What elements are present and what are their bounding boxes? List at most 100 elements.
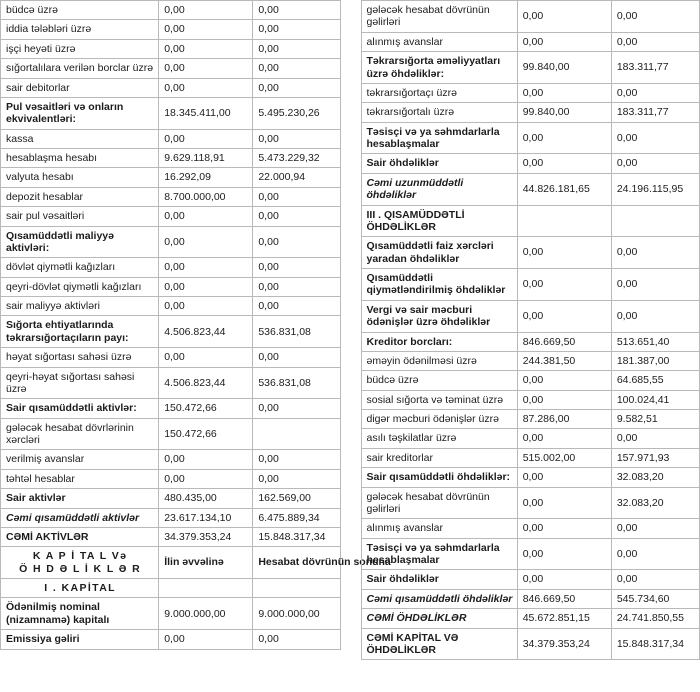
value-period-start: 44.826.181,65 [516, 172, 612, 206]
table-row: təhtəl hesablar 0,00 0,00 [0, 468, 341, 490]
table-row: Ödənilmiş nominal (nizamnamə) kapitalı 9.… [0, 597, 341, 631]
assets-table-wrapper: büdcə üzrə 0,00 0,00 iddia tələbləri üzrə 0,… [0, 0, 391, 692]
row-label: təhtəl hesablar [0, 468, 160, 490]
table-row: sosial sığorta və təminat üzrə 0,00 100.02… [360, 389, 700, 411]
value-period-start [158, 577, 254, 599]
table-row: Qısamüddətli qiymətləndirilmiş öhdəliklə… [360, 268, 700, 301]
value-period-start: 8.700.000,00 [158, 186, 254, 208]
row-label: Cəmi qısamüddətli aktivlər [0, 507, 160, 528]
value-period-end: 0,00 [252, 186, 341, 208]
value-period-end: 32.083,20 [610, 486, 700, 520]
table-row: alınmış avanslar 0,00 0,00 [360, 31, 700, 53]
value-period-start: 150.472,66 [158, 417, 254, 451]
value-period-start: 4.506.823,44 [158, 315, 254, 349]
value-period-end: 0,00 [610, 153, 700, 174]
value-period-end [610, 204, 700, 238]
value-period-end: 32.083,20 [610, 467, 700, 488]
value-period-end: 0,00 [610, 236, 700, 269]
table-row: asılı təşkilatlar üzrə 0,00 0,00 [360, 428, 700, 449]
value-period-end: 0,00 [610, 268, 700, 301]
row-label: gələcək hesabat dövrünün gəlirləri [360, 0, 518, 33]
value-period-end: 0,00 [252, 77, 341, 98]
value-period-end: 0,00 [610, 537, 700, 571]
value-period-end: 0,00 [610, 428, 700, 449]
value-period-start: 45.672.851,15 [516, 608, 612, 629]
value-period-start: 150.472,66 [158, 398, 254, 419]
table-row: kassa 0,00 0,00 [0, 128, 341, 150]
row-label: Pul vəsaitləri və onların ekvivalentləri… [0, 96, 160, 130]
row-label: həyat sığortası sahəsi üzrə [0, 347, 160, 368]
table-row: Təsisçi və ya səhmdarlarla hesablaşmalar… [360, 121, 700, 155]
value-period-start: 0,00 [158, 225, 254, 259]
assets-table: büdcə üzrə 0,00 0,00 iddia tələbləri üzrə 0,… [0, 0, 391, 650]
liabilities-table-body: gələcək hesabat dövrünün gəlirləri 0,00 0,… [360, 0, 700, 661]
value-period-start: 0,00 [158, 276, 254, 298]
value-period-start: 0,00 [158, 19, 254, 40]
value-period-start: 34.379.353,24 [158, 526, 254, 548]
value-period-start: 0,00 [516, 268, 612, 301]
table-row: CƏMİ ÖHDƏLİKLƏR 45.672.851,15 24.741.850,5… [360, 608, 700, 629]
row-label: işçi heyəti üzrə [0, 38, 160, 60]
row-label: büdcə üzrə [0, 0, 160, 21]
value-period-end: 0,00 [252, 225, 341, 259]
value-period-start: 0,00 [516, 236, 612, 269]
value-period-end: 64.685,55 [610, 370, 700, 391]
value-period-end: 0,00 [610, 569, 700, 590]
table-row: Qısamüddətli faiz xərcləri yaradan öhdəl… [360, 236, 700, 269]
value-period-start: 846.669,50 [516, 588, 612, 610]
value-period-end: 0,00 [252, 257, 341, 278]
value-period-start: 0,00 [516, 467, 612, 488]
value-period-end: 24.196.115,95 [610, 172, 700, 206]
row-label: CƏMİ KAPİTAL VƏ ÖHDƏLİKLƏR [360, 627, 518, 661]
row-label: Sair öhdəliklər [360, 569, 518, 590]
value-period-start: 0,00 [516, 121, 612, 155]
row-label: kassa [0, 128, 160, 150]
value-period-start: 0,00 [516, 537, 612, 571]
value-period-end: 0,00 [610, 121, 700, 155]
value-period-start: 18.345.411,00 [158, 96, 254, 130]
table-row: I . KAPİTAL [0, 577, 341, 599]
table-row: sair pul vəsaitləri 0,00 0,00 [0, 206, 341, 227]
table-row: iddia tələbləri üzrə 0,00 0,00 [0, 19, 341, 40]
row-label: büdcə üzrə [360, 370, 518, 391]
row-label: Sair aktivlər [0, 488, 160, 509]
table-row: gələcək hesabat dövrünün gəlirləri 0,00 0,… [360, 0, 700, 33]
value-period-end: 22.000,94 [252, 167, 341, 188]
table-row: sair maliyyə aktivləri 0,00 0,00 [0, 295, 341, 317]
liabilities-table-wrapper: gələcək hesabat dövrünün gəlirləri 0,00 0,… [360, 0, 700, 692]
table-row: Təkrarsığorta əməliyyatları üzrə öhdəlik… [360, 51, 700, 84]
table-row: təkrarsığortaçı üzrə 0,00 0,00 [360, 82, 700, 104]
value-period-start: 16.292,09 [158, 167, 254, 188]
table-row: Cəmi qısamüddətli öhdəliklər 846.669,50 54… [360, 588, 700, 610]
value-period-end: 0,00 [610, 82, 700, 104]
row-label: təkrarsığortalı üzrə [360, 102, 518, 123]
value-period-end: 0,00 [252, 347, 341, 368]
row-label: Qısamüddətli qiymətləndirilmiş öhdəliklə… [360, 268, 518, 301]
value-period-start: 0,00 [158, 206, 254, 227]
row-label: Sair qısamüddətli öhdəliklər: [360, 467, 518, 488]
value-period-start: 0,00 [516, 486, 612, 520]
table-row: depozit hesablar 8.700.000,00 0,00 [0, 186, 341, 208]
table-row: sair kreditorlar 515.002,00 157.971,93 [360, 447, 700, 469]
value-period-end: 0,00 [252, 449, 341, 470]
value-period-start: 9.629.118,91 [158, 147, 254, 169]
value-period-start: 9.000.000,00 [158, 597, 254, 631]
value-period-end: 0,00 [252, 58, 341, 79]
value-period-start: 244.381,50 [516, 350, 612, 372]
row-label: alınmış avanslar [360, 518, 518, 539]
value-period-end: 0,00 [610, 518, 700, 539]
value-period-end: 0,00 [610, 31, 700, 53]
table-row: təkrarsığortalı üzrə 99.840,00 183.311,77 [360, 102, 700, 123]
value-period-end: 513.651,40 [610, 331, 700, 352]
value-period-start: 0,00 [158, 449, 254, 470]
table-row: Sair qısamüddətli öhdəliklər: 0,00 32.083,… [360, 467, 700, 488]
value-period-start: 0,00 [158, 295, 254, 317]
value-period-end: 0,00 [252, 19, 341, 40]
row-label: Ödənilmiş nominal (nizamnamə) kapitalı [0, 597, 160, 631]
value-period-start: 0,00 [516, 428, 612, 449]
value-period-end: 5.473.229,32 [252, 147, 341, 169]
row-label: təkrarsığortaçı üzrə [360, 82, 518, 104]
table-row: qeyri-dövlət qiymətli kağızları 0,00 0,00 [0, 276, 341, 298]
value-period-end: 536.831,08 [252, 366, 341, 400]
table-row: Sair aktivlər 480.435,00 162.569,00 [0, 488, 341, 509]
